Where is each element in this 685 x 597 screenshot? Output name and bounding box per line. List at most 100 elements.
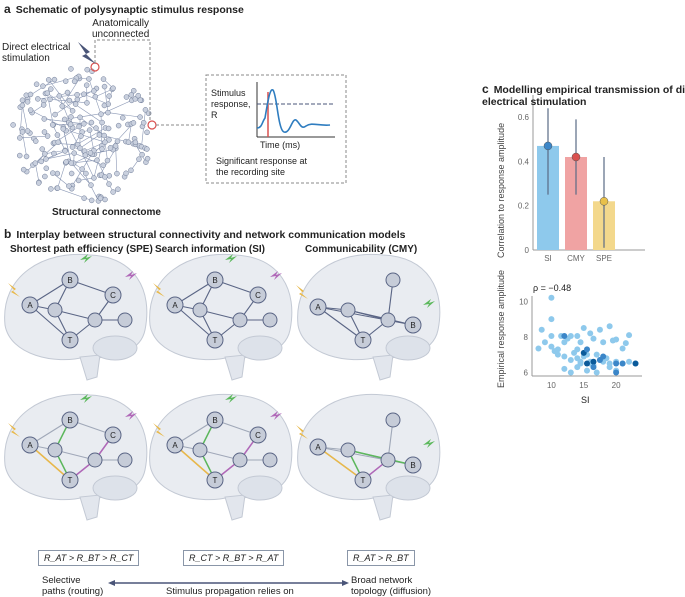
connectome-node: [51, 150, 57, 157]
scatter-point: [554, 351, 561, 358]
connectome-node: [24, 128, 31, 134]
bar-cmy: [565, 157, 587, 250]
scatter-point: [548, 316, 555, 323]
connectome-node: [32, 160, 39, 166]
network-node: [87, 312, 103, 328]
cerebellum: [385, 475, 431, 501]
cerebellum: [385, 335, 431, 361]
network-node: [206, 331, 224, 349]
connectome-node: [38, 158, 45, 165]
network-node: [104, 286, 122, 304]
scatter-point: [619, 345, 626, 352]
heading-cmy: Communicability (CMY): [305, 244, 418, 255]
brainstem: [79, 354, 101, 381]
connectome-node: [40, 102, 47, 108]
scatter-point-dark: [613, 360, 620, 367]
inset-box: [205, 74, 347, 184]
brain-outline: [4, 253, 148, 361]
scatter-point-dark: [590, 364, 597, 371]
brain-outline: [297, 393, 441, 501]
scatter-point: [626, 358, 633, 365]
connectome-node: [42, 151, 48, 157]
connectome-node: [83, 82, 90, 88]
connectome-node: [110, 189, 116, 195]
connectome-node: [42, 173, 48, 180]
connectome-node: [77, 145, 83, 151]
connectome-node: [115, 186, 121, 193]
connectome-node: [33, 81, 40, 88]
node-label-t: T: [361, 476, 366, 485]
scatter-point: [577, 360, 584, 367]
lightning-icon: [270, 271, 282, 280]
connectome-node: [88, 119, 95, 126]
node-label-c: C: [255, 431, 261, 440]
network-node: [47, 442, 63, 458]
connectome-node: [54, 170, 61, 177]
connectome-node: [64, 89, 71, 96]
brain-outline: [297, 253, 441, 361]
network-node: [47, 302, 63, 318]
node-label-t: T: [68, 476, 73, 485]
inset-xlabel: Time (ms): [260, 140, 301, 150]
connectome-edge: [63, 128, 106, 143]
lightning-icon: [270, 411, 282, 420]
scatter-point: [587, 330, 594, 337]
node-label-a: A: [315, 303, 321, 312]
connectome-node: [27, 91, 34, 98]
scatter-point-dark: [590, 358, 597, 365]
connectome-label: Structural connectome: [52, 207, 161, 218]
heading-spe: Shortest path efficiency (SPE): [10, 244, 153, 255]
response-trace: [256, 89, 331, 133]
lightning-icon: [78, 42, 96, 64]
stimulation-site-marker: [90, 62, 100, 72]
connectome-edge: [59, 95, 71, 125]
network-node: [104, 426, 122, 444]
bar-point: [599, 197, 609, 206]
bar-ylabel: Correlation to response amplitude: [496, 122, 506, 258]
bar-ytick: 0.4: [518, 157, 530, 166]
scatter-point: [622, 340, 629, 347]
scatter-point: [606, 364, 613, 371]
node-label-a: A: [27, 301, 33, 310]
connectome-node: [88, 197, 95, 204]
brain-outline: [149, 253, 293, 361]
recording-site-marker: [147, 120, 157, 130]
connectome-node: [62, 78, 69, 84]
network-node: [262, 452, 278, 468]
node-label-a: A: [315, 443, 321, 452]
connectome-node: [43, 156, 49, 162]
inset-ylabel: Stimulus response, R: [211, 88, 251, 120]
scatter-point: [567, 333, 574, 339]
node-label-b: B: [212, 276, 217, 285]
lightning-icon: [8, 423, 20, 437]
propagation-arrow: [317, 446, 364, 481]
panel-b-title: b Interplay between structural connectivi…: [4, 227, 406, 241]
connectome-node: [66, 183, 72, 189]
connectome-edge: [96, 160, 110, 185]
connectome-node: [115, 122, 122, 129]
routing-label: Selective paths (routing): [42, 575, 104, 597]
scatter-point: [613, 336, 620, 343]
connectome-node: [87, 150, 94, 156]
network-node: [249, 426, 267, 444]
cerebellum: [92, 475, 138, 501]
structural-edge: [29, 304, 71, 341]
scatter-point-dark: [613, 369, 620, 376]
connectome-node: [144, 146, 150, 152]
node-label-a: A: [27, 441, 33, 450]
connectome-node: [102, 174, 108, 180]
brain-outline: [149, 393, 293, 501]
node-label-c: C: [110, 431, 116, 440]
scatter-ytick: 8: [524, 333, 529, 342]
scatter-point: [596, 326, 603, 333]
connectome-edge: [79, 134, 100, 149]
scatter-point: [548, 294, 555, 301]
connectome-node: [48, 86, 54, 92]
scatter-xtick: 10: [547, 381, 556, 390]
scatter-point: [541, 339, 548, 346]
connectome-node: [114, 170, 120, 177]
connectome-edge: [52, 124, 66, 151]
connectome-edge: [89, 130, 95, 151]
